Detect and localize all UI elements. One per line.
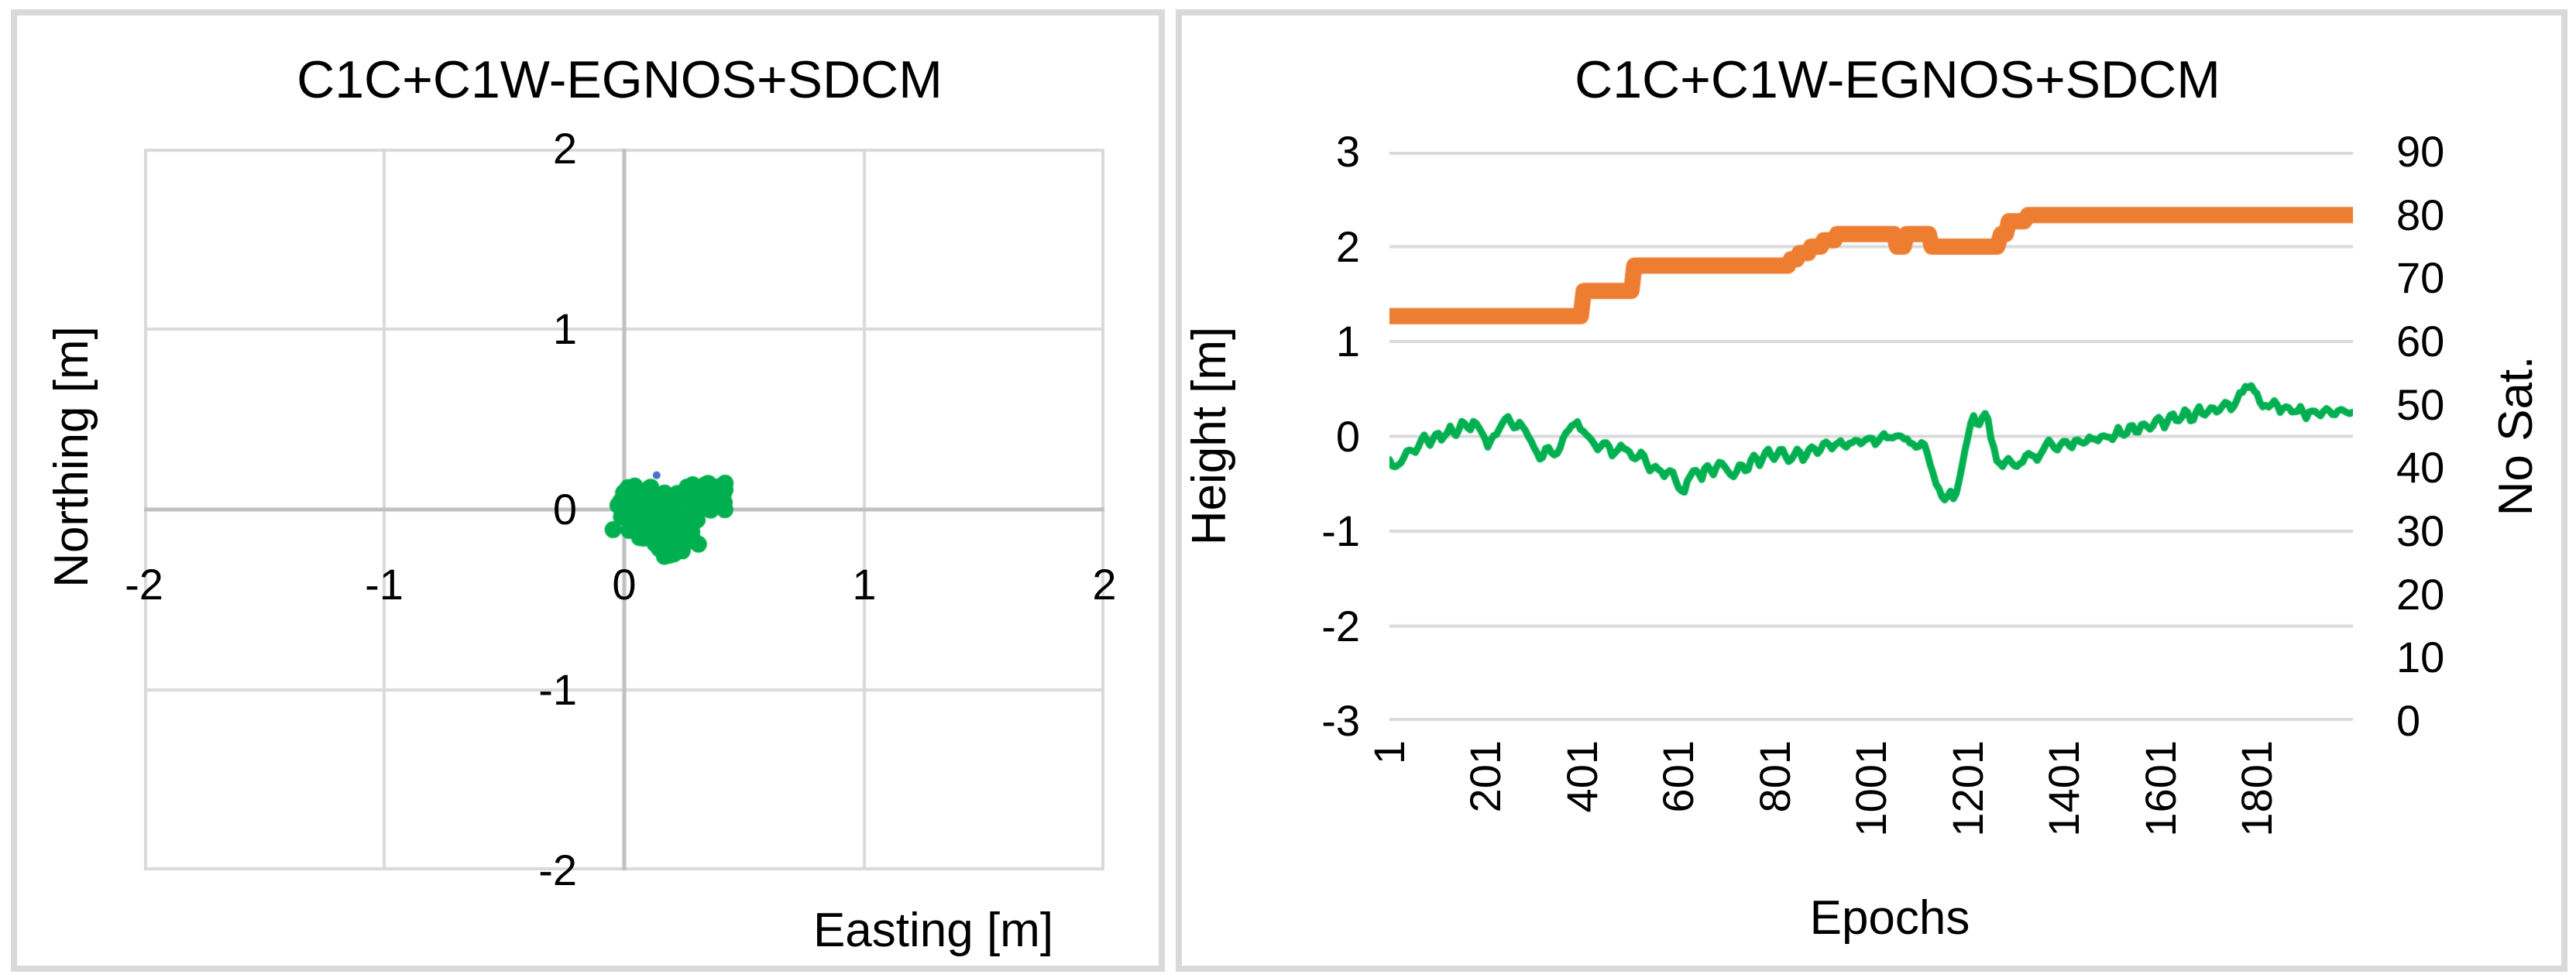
left-y-tick-label: -2 — [1321, 601, 1360, 650]
epochs-axis-title: Epochs — [1809, 891, 1970, 945]
y-tick-label: 2 — [552, 124, 577, 173]
epoch-tick-label: 1 — [1365, 740, 1413, 765]
left-y-tick-label: -3 — [1321, 696, 1360, 745]
epoch-tick-label: 801 — [1750, 740, 1799, 813]
y-tick-label: -2 — [538, 846, 577, 894]
left-y-tick-label: -1 — [1321, 506, 1360, 555]
left-y-tick-label: 0 — [1335, 411, 1360, 461]
timeseries-plot-canvas — [1389, 152, 2353, 721]
y-tick-label: 1 — [552, 304, 577, 353]
x-tick-label: -2 — [125, 560, 163, 609]
right-y-tick-label: 50 — [2396, 379, 2445, 429]
epoch-tick-label: 1001 — [1846, 740, 1896, 837]
left-y-tick-label: 3 — [1335, 127, 1360, 176]
right-y-tick-label: 70 — [2396, 253, 2445, 303]
epoch-tick-label: 401 — [1557, 740, 1606, 813]
epoch-tick-label: 1401 — [2039, 740, 2089, 837]
epoch-tick-label: 1601 — [2135, 740, 2185, 837]
right-y-tick-label: 0 — [2396, 696, 2421, 745]
right-y-tick-label: 40 — [2396, 443, 2445, 492]
right-y-tick-label: 10 — [2396, 633, 2445, 682]
y-tick-label: 0 — [552, 485, 577, 534]
right-y-tick-label: 60 — [2396, 317, 2445, 365]
epoch-tick-label: 201 — [1461, 740, 1510, 813]
right-y-tick-label: 90 — [2396, 127, 2445, 176]
x-tick-label: 1 — [852, 560, 877, 609]
timeseries-chart-title: C1C+C1W-EGNOS+SDCM — [1575, 50, 2221, 109]
height-axis-title: Height [m] — [1183, 326, 1236, 546]
northing-axis-title: Northing [m] — [45, 326, 98, 588]
scatter-plot-canvas — [144, 149, 1104, 870]
epoch-tick-label: 1801 — [2232, 740, 2282, 837]
epoch-tick-label: 1201 — [1942, 740, 1992, 837]
scatter-chart-title: C1C+C1W-EGNOS+SDCM — [297, 50, 943, 109]
right-y-tick-label: 20 — [2396, 569, 2445, 619]
easting-axis-title: Easting [m] — [812, 904, 1054, 957]
x-tick-label: 2 — [1092, 560, 1117, 609]
left-y-tick-label: 1 — [1335, 317, 1360, 365]
right-y-tick-label: 30 — [2396, 506, 2445, 555]
x-tick-label: -1 — [365, 560, 404, 609]
epoch-tick-label: 601 — [1654, 740, 1703, 813]
y-tick-label: -1 — [538, 665, 577, 714]
right-y-tick-label: 80 — [2396, 190, 2445, 239]
x-tick-label: 0 — [612, 560, 637, 609]
left-y-tick-label: 2 — [1335, 221, 1360, 271]
